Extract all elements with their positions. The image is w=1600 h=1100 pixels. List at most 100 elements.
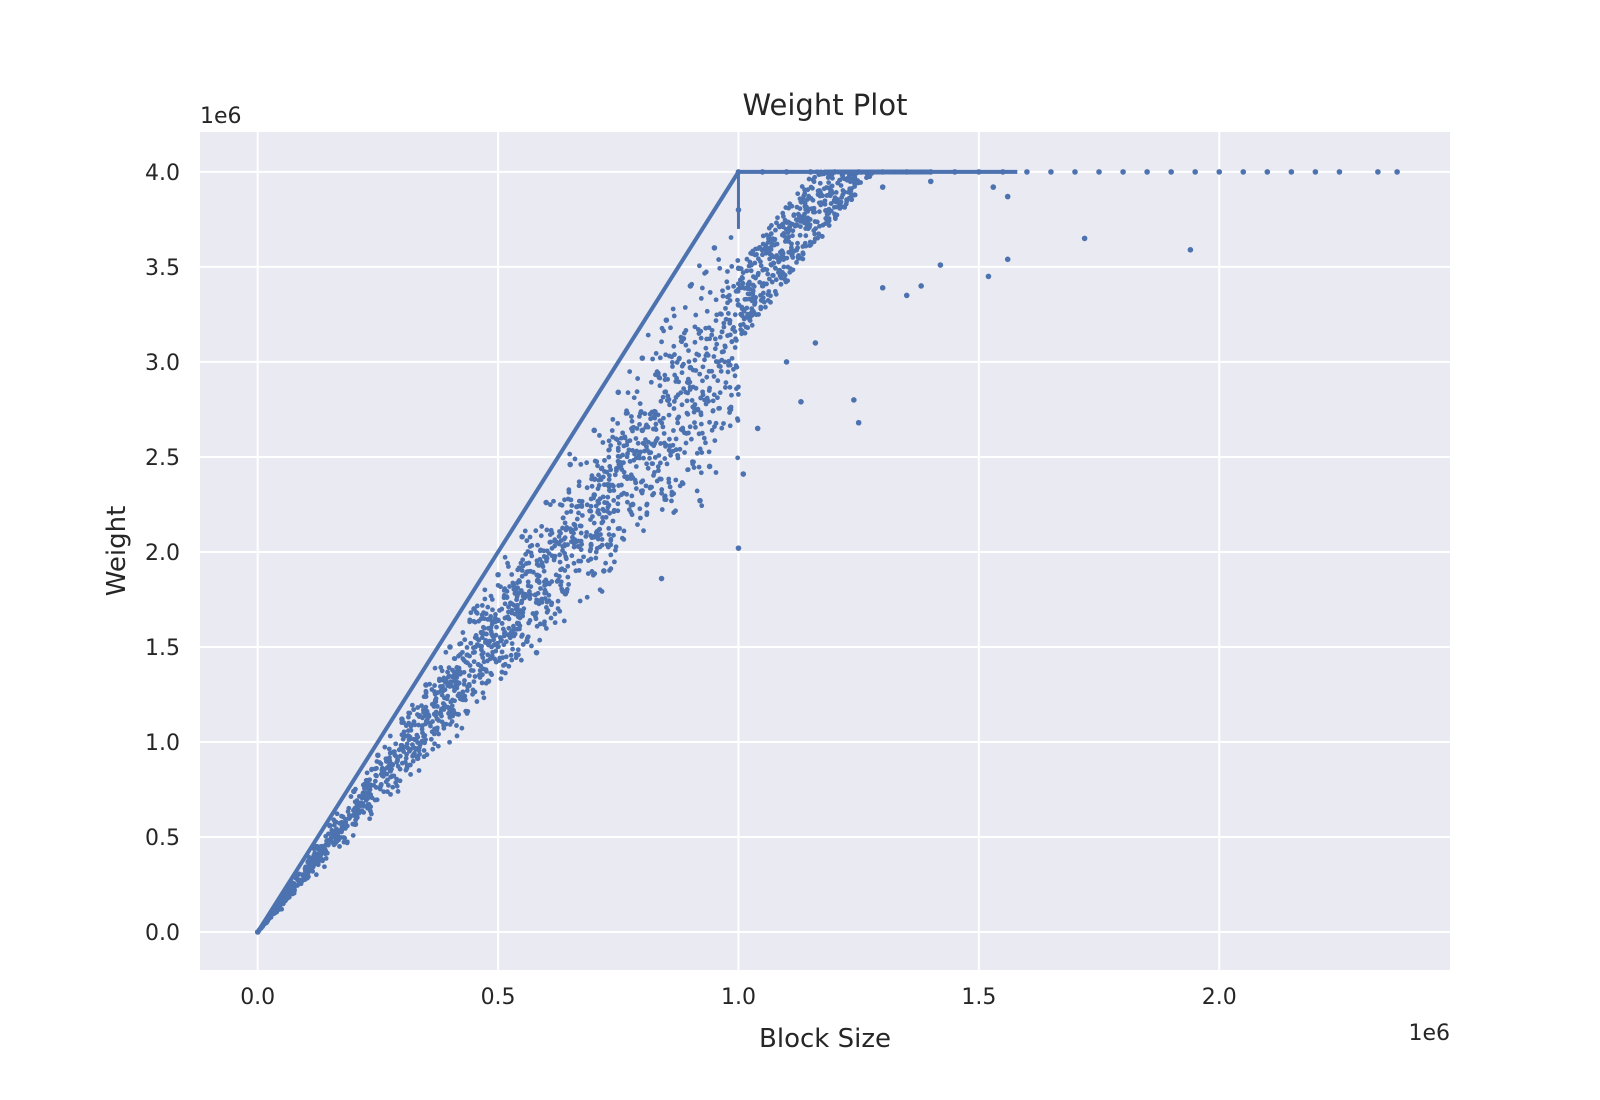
data-point — [798, 219, 803, 224]
data-point — [835, 180, 841, 186]
data-point — [683, 342, 689, 348]
data-point — [421, 754, 427, 760]
data-point — [895, 169, 901, 175]
data-point — [404, 741, 410, 747]
data-point — [437, 684, 443, 689]
data-point — [643, 424, 649, 430]
data-point — [539, 524, 545, 529]
data-point — [446, 665, 452, 671]
data-point — [658, 476, 664, 482]
data-point — [866, 169, 871, 175]
data-point — [501, 642, 507, 648]
data-point — [771, 260, 776, 266]
data-point — [803, 226, 809, 232]
data-point — [635, 522, 640, 527]
data-point — [1264, 169, 1271, 175]
data-point — [593, 530, 599, 535]
data-point — [699, 285, 705, 291]
data-point — [774, 241, 780, 247]
data-point — [648, 379, 654, 385]
data-point — [733, 363, 739, 369]
data-point — [342, 816, 348, 822]
data-point — [558, 530, 563, 536]
data-point — [631, 395, 637, 401]
data-point — [500, 663, 506, 668]
data-point — [697, 446, 703, 452]
data-point — [688, 436, 694, 442]
data-point — [616, 483, 622, 488]
data-point — [495, 582, 501, 588]
data-point — [555, 598, 561, 604]
data-point — [855, 419, 862, 426]
data-point — [692, 324, 698, 330]
data-point — [735, 392, 741, 397]
data-point — [476, 637, 482, 643]
data-point — [461, 657, 467, 663]
data-point — [601, 568, 607, 574]
data-point — [658, 441, 663, 446]
data-point — [474, 603, 480, 609]
data-point — [718, 368, 724, 374]
data-point — [511, 626, 516, 632]
data-point — [467, 617, 473, 623]
data-point — [851, 169, 857, 175]
data-point — [728, 235, 734, 240]
data-point — [353, 786, 358, 792]
data-point — [745, 325, 751, 331]
data-point — [833, 189, 839, 195]
data-point — [976, 169, 982, 175]
data-point — [773, 291, 779, 297]
data-point — [520, 608, 525, 613]
data-point — [535, 542, 540, 548]
data-point — [549, 579, 555, 584]
data-point — [622, 434, 628, 440]
data-point — [625, 390, 631, 396]
data-point — [546, 592, 552, 598]
data-point — [456, 653, 461, 659]
data-point — [419, 726, 425, 732]
data-point — [732, 312, 738, 318]
data-point — [521, 591, 526, 597]
data-point — [607, 472, 612, 478]
data-point — [851, 177, 857, 183]
data-point — [533, 649, 540, 656]
data-point — [836, 169, 842, 175]
data-point — [482, 616, 487, 622]
data-point — [579, 504, 585, 509]
data-point — [611, 532, 616, 538]
data-point — [579, 513, 585, 518]
data-point — [687, 384, 693, 390]
data-point — [488, 629, 494, 634]
data-point — [653, 351, 659, 356]
data-point — [542, 596, 548, 601]
data-point — [567, 526, 573, 532]
data-point — [576, 567, 582, 573]
data-point — [508, 652, 514, 658]
data-point — [541, 568, 547, 574]
data-point — [740, 280, 746, 286]
data-point — [657, 383, 663, 389]
data-point — [757, 244, 763, 250]
data-point — [701, 435, 707, 441]
data-point — [302, 866, 308, 872]
data-point — [650, 426, 656, 432]
data-point — [416, 722, 422, 728]
data-point — [278, 896, 284, 901]
data-point — [505, 560, 510, 566]
data-point — [315, 846, 321, 852]
data-point — [546, 551, 552, 556]
x-tick-label: 1.0 — [721, 985, 756, 1010]
data-point — [461, 681, 467, 687]
data-point — [509, 657, 515, 663]
data-point — [284, 888, 290, 894]
data-point — [403, 755, 409, 761]
data-point — [483, 667, 489, 673]
data-point — [603, 560, 609, 566]
data-point — [312, 850, 318, 856]
data-point — [657, 418, 663, 424]
data-point — [667, 353, 672, 359]
data-point — [700, 364, 706, 370]
data-point — [745, 281, 751, 287]
data-point — [706, 449, 712, 455]
data-point — [284, 895, 290, 900]
